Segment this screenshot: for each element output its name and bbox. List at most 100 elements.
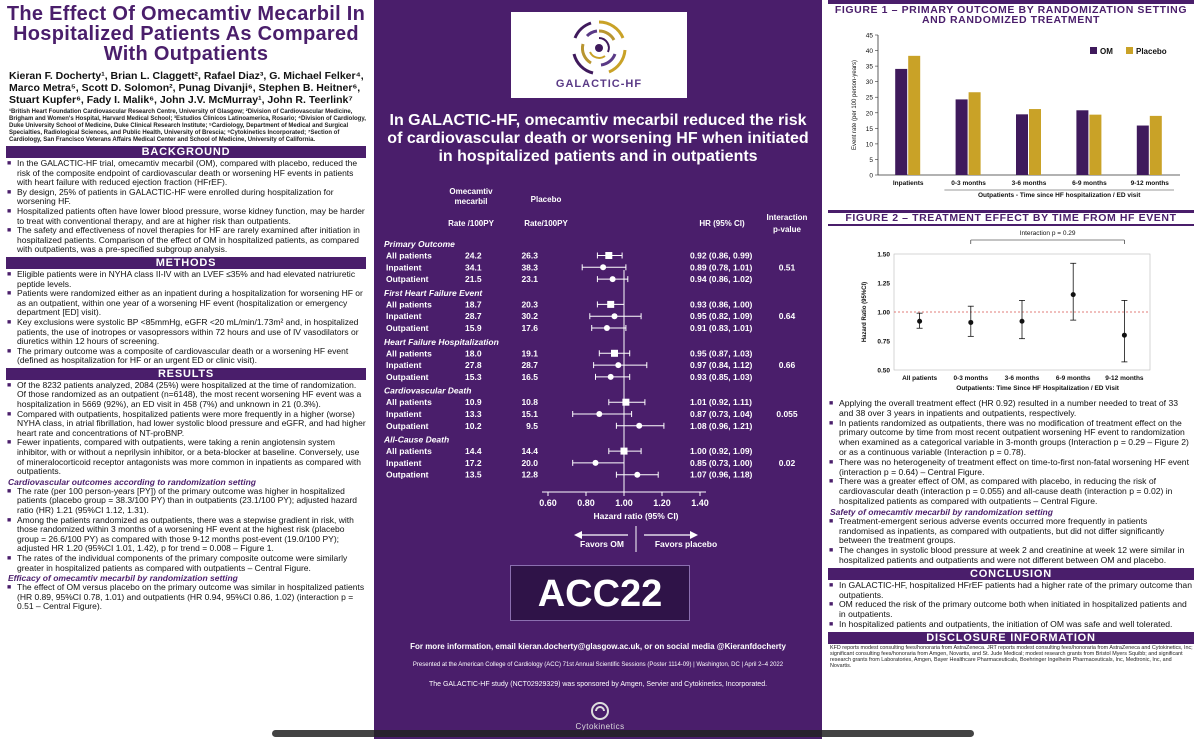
favors-placebo-arrowhead [690, 531, 698, 539]
figure1-legend-swatch [1126, 47, 1133, 54]
sponsor-note: The GALACTIC-HF study (NCT02929329) was … [428, 681, 768, 688]
figure1-y-tick-label: 25 [866, 95, 874, 102]
figure2-point [1070, 292, 1076, 298]
forest-row-label: Outpatient [386, 470, 429, 480]
column-header-om: Omecamtiv mecarbil [449, 187, 493, 206]
forest-group-title: First Heart Failure Event [384, 288, 483, 298]
forest-axis: 0.60 0.80 1.00 1.20 1.40 [539, 270, 709, 508]
safety-subheading: Safety of omecamtiv mecarbil by randomiz… [830, 506, 1053, 517]
figure1-y-tick-label: 40 [866, 48, 874, 55]
figure2-y-tick-label: 0.50 [877, 368, 890, 375]
forest-row-label: Outpatient [386, 372, 429, 382]
list-item: The primary outcome was a composite of c… [6, 346, 366, 366]
figure1-bar-chart: 0 5 10 15 20 25 30 35 40 45 Inpatients 0-3 months 3-… [852, 33, 1180, 199]
figure2-heading: FIGURE 2 – TREATMENT EFFECT BY TIME FROM… [828, 210, 1194, 226]
figure1-bar [968, 92, 981, 175]
forest-point-square [605, 252, 613, 259]
forest-om-rate: 27.8 [465, 360, 482, 370]
horizontal-scrollbar[interactable] [272, 730, 974, 737]
list-item: Fewer inpatients, compared with outpatie… [6, 438, 366, 476]
list-item: The effect of OM versus placebo on the p… [6, 582, 366, 612]
list-item: Among the patients randomized as outpati… [6, 515, 366, 554]
forest-point-circle [634, 471, 641, 478]
forest-hr-text: 0.95 (0.82, 1.09) [690, 311, 753, 321]
figure1-legend-swatch [1090, 47, 1097, 54]
background-list: In the GALACTIC-HF trial, omecamtiv meca… [6, 158, 366, 255]
list-item: Patients were randomized either as an in… [6, 288, 366, 318]
figure1-ylabel: Event rate (per 100 person-years) [852, 60, 858, 150]
conclusion-heading: CONCLUSION [828, 567, 1194, 580]
list-item: Applying the overall treatment effect (H… [828, 398, 1194, 419]
forest-placebo-rate: 16.5 [521, 372, 538, 382]
forest-om-rate: 28.7 [465, 311, 482, 321]
list-item: The safety and effectiveness of novel th… [6, 225, 366, 255]
forest-point-square [622, 398, 630, 406]
forest-hr-text: 0.94 (0.86, 1.02) [690, 274, 753, 284]
figure1-y-tick-label: 30 [866, 79, 874, 86]
figure1-bar [1149, 115, 1162, 175]
figure1-bar [955, 99, 968, 175]
forest-row-label: Outpatient [386, 274, 429, 284]
column-header-placebo-rate: Rate/100PY [524, 219, 568, 228]
presentation-note: Presented at the American College of Car… [412, 662, 784, 668]
figure2-x-tick-label: 3-6 months [1005, 375, 1040, 382]
list-item: In patients randomized as outpatients, t… [828, 418, 1194, 458]
methods-list: Eligible patients were in NYHA class II-… [6, 269, 366, 366]
forest-placebo-rate: 26.3 [521, 251, 538, 261]
forest-hr-text: 0.87 (0.73, 1.04) [690, 409, 753, 419]
figure1-bar [1076, 110, 1089, 175]
safety-list: Treatment-emergent serious adverse event… [828, 516, 1194, 566]
forest-om-rate: 18.0 [465, 348, 482, 358]
figure2-y-tick-label: 1.00 [877, 310, 890, 317]
acc22-wordmark: ACC22 [537, 573, 663, 615]
forest-group-title: Heart Failure Hospitalization [384, 337, 499, 347]
list-item: The changes in systolic blood pressure a… [828, 545, 1194, 566]
forest-interaction-p: 0.02 [779, 458, 796, 468]
figure1-legend: OM Placebo [1090, 47, 1167, 56]
figure1-y-tick-label: 45 [866, 33, 874, 40]
figure1-heading: FIGURE 1 – PRIMARY OUTCOME BY RANDOMIZAT… [828, 0, 1194, 25]
results-heading: RESULTS [6, 367, 366, 380]
acc22-logo: ACC22 [510, 565, 690, 621]
figure1-bar [1016, 114, 1028, 175]
forest-interaction-p: 0.51 [779, 262, 796, 272]
figure2-point [1121, 332, 1127, 338]
figure2-point [1019, 318, 1025, 324]
list-item: The rate (per 100 person-years [PY]) of … [6, 486, 366, 516]
forest-placebo-rate: 10.8 [521, 397, 538, 407]
figure1-bar [1136, 125, 1149, 175]
forest-axis-tick-label: 1.00 [615, 498, 633, 508]
forest-hr-text: 0.92 (0.86, 0.99) [690, 251, 753, 261]
list-item: In GALACTIC-HF, hospitalized HFrEF patie… [828, 580, 1194, 601]
forest-hr-text: 0.91 (0.83, 1.01) [690, 323, 753, 333]
figure1-y-tick-label: 0 [869, 173, 873, 180]
forest-om-rate: 13.3 [465, 409, 482, 419]
figure1-y-tick-label: 15 [866, 126, 874, 133]
forest-row-label: All patients [386, 348, 432, 358]
forest-axis-tick-label: 0.80 [577, 498, 595, 508]
list-item: Hospitalized patients often have lower b… [6, 206, 366, 226]
disclosure-heading: DISCLOSURE INFORMATION [828, 631, 1194, 644]
figure1-bar [1029, 109, 1041, 175]
forest-group-title: Primary Outcome [384, 239, 455, 249]
forest-row-label: Inpatient [386, 311, 422, 321]
forest-interaction-p: 0.055 [776, 409, 798, 419]
favors-om-label: Favors OM [580, 539, 624, 549]
methods-heading: METHODS [6, 256, 366, 269]
figure1-xlabel: Outpatients - Time since HF hospitalizat… [978, 192, 1141, 199]
figure2-x-tick-label: 0-3 months [953, 375, 988, 382]
forest-placebo-rate: 23.1 [521, 274, 538, 284]
forest-placebo-rate: 19.1 [521, 348, 538, 358]
forest-om-rate: 34.1 [465, 262, 482, 272]
list-item: In hospitalized patients and outpatients… [828, 619, 1194, 630]
forest-om-rate: 15.3 [465, 372, 482, 382]
outcomes-list: The rate (per 100 person-years [PY]) of … [6, 486, 366, 573]
forest-placebo-rate: 20.3 [521, 299, 538, 309]
forest-placebo-rate: 20.0 [521, 458, 538, 468]
list-item: Of the 8232 patients analyzed, 2084 (25%… [6, 380, 366, 410]
list-item: The rates of the individual components o… [6, 553, 366, 573]
list-item: Eligible patients were in NYHA class II-… [6, 269, 366, 289]
forest-interaction-p: 0.64 [779, 311, 796, 321]
author-list: Kieran F. Docherty¹, Brian L. Claggett²,… [9, 70, 364, 106]
forest-interaction-p: 0.66 [779, 360, 796, 370]
